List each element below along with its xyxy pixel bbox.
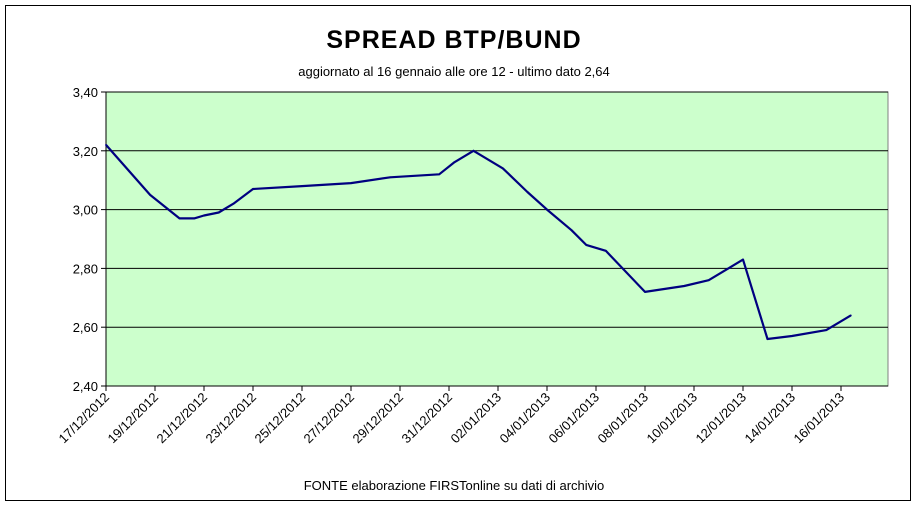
x-tick-label: 23/12/2012 xyxy=(202,390,259,447)
data-point xyxy=(472,149,475,152)
y-tick-label: 2,60 xyxy=(73,320,98,335)
y-tick-label: 2,40 xyxy=(73,379,98,394)
data-point xyxy=(203,214,205,217)
data-point xyxy=(389,176,392,179)
x-tick-label: 21/12/2012 xyxy=(153,390,210,447)
x-tick-label: 12/01/2013 xyxy=(692,390,749,447)
x-tick-label: 10/01/2013 xyxy=(643,390,700,447)
data-point xyxy=(570,229,573,232)
x-tick-label: 16/01/2013 xyxy=(790,390,847,447)
data-point xyxy=(301,185,303,187)
data-point xyxy=(742,258,744,261)
x-tick-label: 29/12/2012 xyxy=(349,390,406,447)
data-point xyxy=(849,314,852,317)
data-point xyxy=(526,191,529,193)
y-tick-label: 3,20 xyxy=(73,144,98,159)
x-tick-label: 17/12/2012 xyxy=(55,390,112,447)
data-point xyxy=(453,161,455,164)
data-point xyxy=(217,211,220,214)
source-note: FONTE elaborazione FIRSTonline su dati d… xyxy=(304,478,605,493)
data-point xyxy=(604,249,607,252)
x-tick-label: 31/12/2012 xyxy=(398,390,455,447)
x-tick-label: 06/01/2013 xyxy=(545,390,602,447)
data-point xyxy=(350,182,352,185)
y-tick-label: 3,40 xyxy=(73,85,98,100)
data-point xyxy=(232,202,235,205)
chart-frame: SPREAD BTP/BUND aggiornato al 16 gennaio… xyxy=(5,5,911,501)
data-point xyxy=(585,243,588,246)
chart-title: SPREAD BTP/BUND xyxy=(326,26,581,54)
x-tick-label: 02/01/2013 xyxy=(447,390,504,447)
data-point xyxy=(644,291,646,293)
data-point xyxy=(683,285,686,287)
y-tick-label: 3,00 xyxy=(73,203,98,218)
data-point xyxy=(727,267,730,270)
data-point xyxy=(178,217,181,220)
plot-area xyxy=(105,91,889,387)
chart-subtitle: aggiornato al 16 gennaio alle ore 12 - u… xyxy=(298,64,610,79)
x-tick-label: 27/12/2012 xyxy=(300,390,357,447)
data-point xyxy=(252,188,254,190)
data-point xyxy=(438,173,441,176)
x-tick-label: 04/01/2013 xyxy=(496,390,553,447)
data-point xyxy=(502,167,504,170)
x-tick-label: 19/12/2012 xyxy=(104,390,161,447)
x-tick-label: 08/01/2013 xyxy=(594,390,651,447)
y-tick-label: 2,80 xyxy=(73,261,98,276)
data-point xyxy=(825,329,828,332)
chart: SPREAD BTP/BUND aggiornato al 16 gennaio… xyxy=(55,26,889,493)
data-point xyxy=(546,208,548,211)
data-point xyxy=(791,335,793,337)
data-point xyxy=(766,338,769,340)
x-tick-label: 14/01/2013 xyxy=(741,390,798,447)
data-point xyxy=(193,217,196,220)
data-point xyxy=(105,144,107,146)
data-point xyxy=(149,194,152,196)
data-point xyxy=(707,279,710,282)
x-tick-label: 25/12/2012 xyxy=(251,390,308,447)
